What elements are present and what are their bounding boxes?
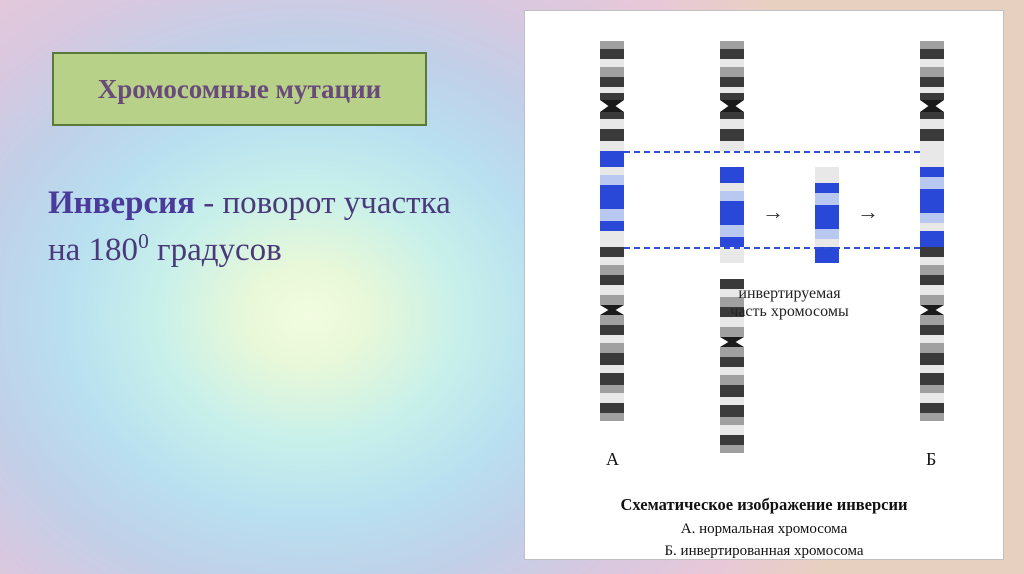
inversion-label-l1: инвертируемая [710,285,869,303]
title-text: Хромосомные мутации [98,74,381,105]
arrow-icon: → [762,207,792,217]
label-a: А [606,449,619,470]
title-box: Хромосомные мутации [52,52,427,126]
definition-sup: 0 [138,229,149,253]
chromosome-b-full [920,41,944,421]
figure-caption: Схематическое изображение инверсии [525,495,1003,515]
chromosome-mid1-top [720,41,744,151]
legend-a: А. нормальная хромосома [525,521,1003,538]
arrow-icon: → [857,207,887,217]
term: Инверсия [48,185,195,221]
figure-panel: → → инвертируемая часть хромосомы А Б Сх… [524,10,1004,560]
chromosome-a-full [600,41,624,421]
label-b: Б [926,449,936,470]
dash-bottom [624,247,920,249]
definition-text: Инверсия - поворот участка на 1800 граду… [48,180,468,273]
inversion-label-l2: часть хромосомы [710,303,869,321]
legend-b: Б. инвертированная хромосома [525,543,1003,560]
definition-part2: градусов [149,232,282,268]
dash-top [624,151,920,153]
inversion-label: инвертируемая часть хромосомы [710,285,869,321]
